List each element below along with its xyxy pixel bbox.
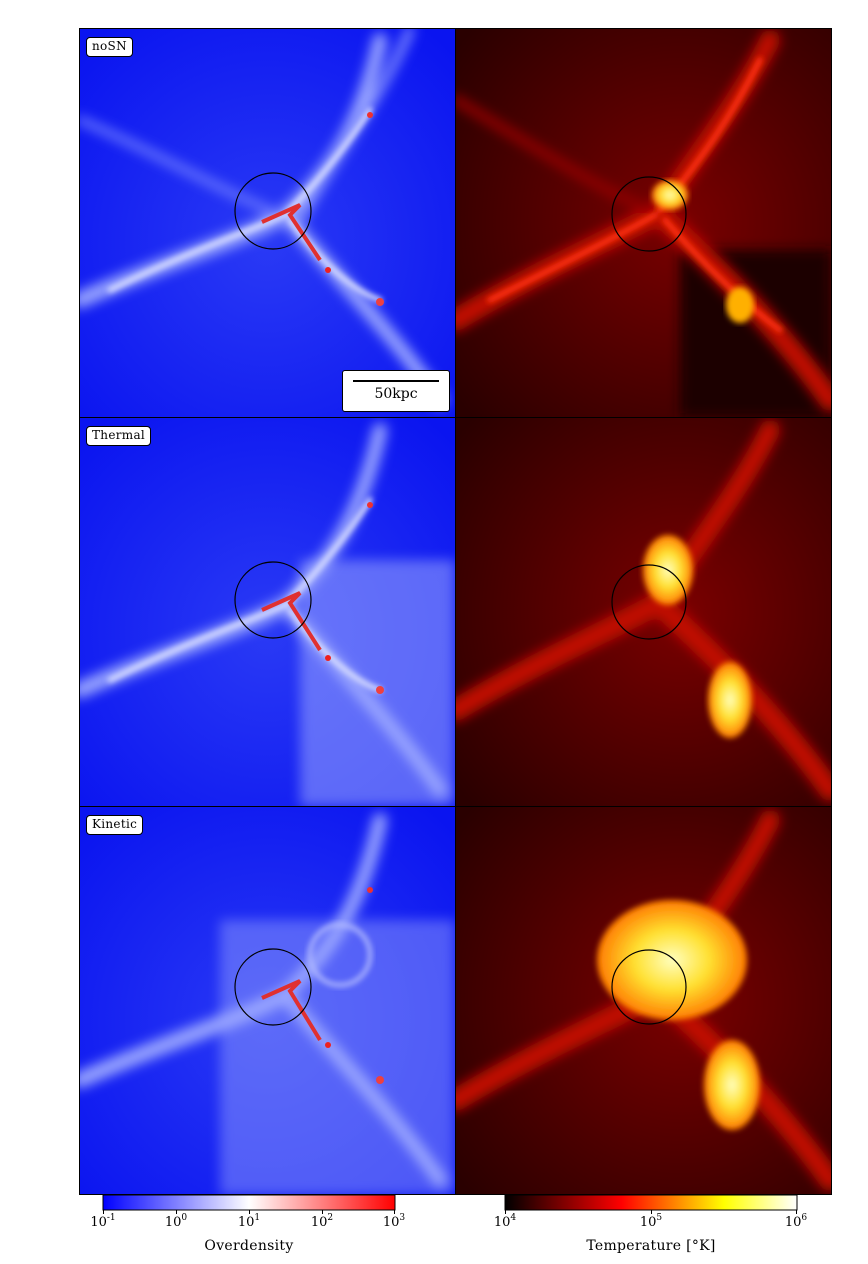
overdensity-tick (394, 1210, 395, 1214)
temperature-tick (796, 1210, 797, 1214)
temperature-tick (651, 1210, 652, 1214)
temperature-tick (505, 1210, 506, 1214)
column-divider (455, 28, 456, 1195)
overdensity-panel-nosn (80, 29, 455, 417)
temperature-panel-thermal (456, 418, 831, 806)
temperature-tick-label: 104 (493, 1213, 517, 1230)
overdensity-tick-label: 101 (237, 1213, 261, 1230)
overdensity-tick-label: 103 (382, 1213, 406, 1230)
overdensity-panel-thermal (80, 418, 455, 806)
temperature-panel-nosn (456, 29, 831, 417)
overdensity-colorbar-title: Overdensity (204, 1238, 294, 1254)
overdensity-tick-label: 102 (310, 1213, 334, 1230)
row-label-nosn: noSN (86, 37, 133, 57)
overdensity-tick (176, 1210, 177, 1214)
temperature-tick-label: 105 (639, 1213, 663, 1230)
overdensity-panel-kinetic (80, 807, 455, 1195)
temperature-colorbar-title: Temperature [°K] (586, 1238, 716, 1254)
row-label-kinetic: Kinetic (86, 815, 144, 835)
overdensity-tick-label: 100 (164, 1213, 188, 1230)
overdensity-tick (249, 1210, 250, 1214)
row-label-thermal: Thermal (86, 426, 152, 446)
overdensity-tick-label: 10-1 (90, 1213, 116, 1230)
overdensity-tick (322, 1210, 323, 1214)
scale-bar: 50kpc (342, 370, 450, 412)
temperature-colorbar (504, 1194, 798, 1211)
overdensity-colorbar (102, 1194, 396, 1211)
scale-bar-label: 50kpc (374, 386, 418, 402)
overdensity-tick (103, 1210, 104, 1214)
temperature-panel-kinetic (456, 807, 831, 1195)
scale-bar-line (353, 380, 439, 382)
temperature-tick-label: 106 (784, 1213, 808, 1230)
